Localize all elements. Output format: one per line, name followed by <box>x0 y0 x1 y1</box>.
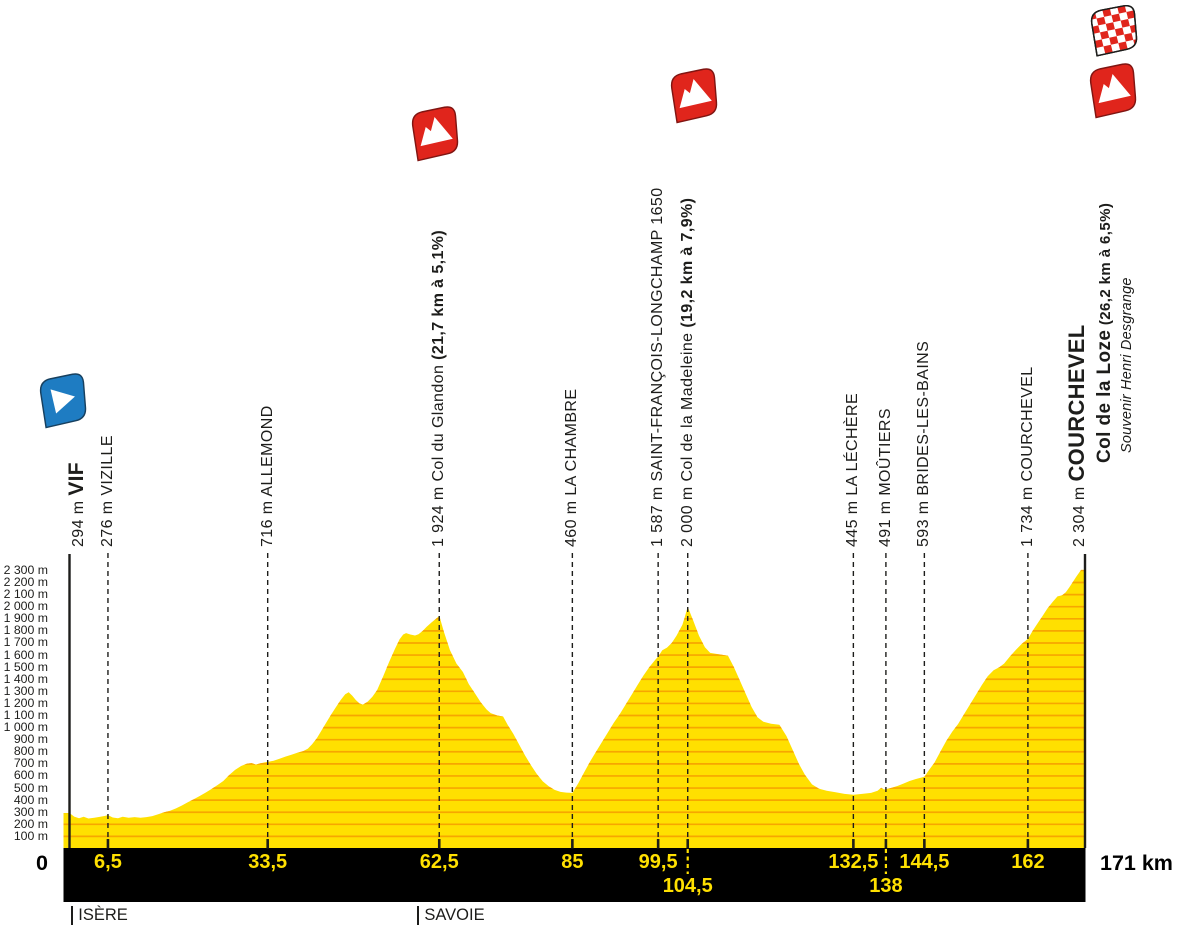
km-scale-start-label: 0 <box>36 851 48 875</box>
km-tick <box>686 839 690 849</box>
km-tick <box>852 839 855 849</box>
km-tick <box>437 839 441 849</box>
km-scale-total-label: 171 km <box>1100 851 1173 875</box>
distance-bar <box>63 848 1086 902</box>
km-tick <box>571 839 574 849</box>
km-tick <box>923 839 926 849</box>
km-tick <box>884 839 888 849</box>
km-tick <box>1026 839 1030 849</box>
km-tick <box>656 839 660 849</box>
profile-area <box>63 569 1085 849</box>
km-tick <box>106 839 110 849</box>
km-tick <box>266 839 269 849</box>
